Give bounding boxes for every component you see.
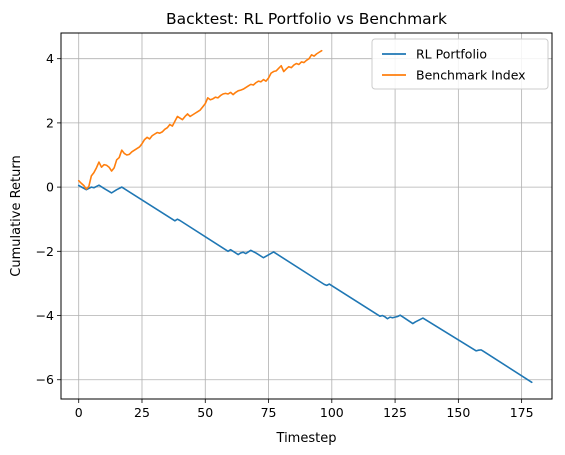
y-tick-label: 0	[46, 180, 54, 195]
y-tick-label: −6	[36, 372, 54, 387]
y-tick-label: 2	[46, 115, 54, 130]
x-tick-label: 125	[383, 405, 407, 420]
legend: RL Portfolio Benchmark Index	[371, 38, 549, 90]
x-tick-label: 175	[510, 405, 534, 420]
x-tick-label: 100	[320, 405, 344, 420]
y-tick-label: −2	[36, 244, 54, 259]
x-tick-label: 50	[197, 405, 213, 420]
plot-frame	[60, 32, 553, 400]
x-tick-label: 75	[261, 405, 277, 420]
legend-box	[371, 38, 549, 90]
x-tick-label: 25	[134, 405, 150, 420]
series-line-2	[77, 49, 323, 190]
x-tick-label: 150	[446, 405, 470, 420]
series-line-1	[77, 184, 533, 384]
y-axis-label: Cumulative Return	[9, 155, 24, 276]
legend-label-1: RL Portfolio	[416, 47, 487, 62]
series-layer	[77, 49, 533, 384]
legend-label-2: Benchmark Index	[416, 68, 526, 83]
x-tick-label: 0	[75, 405, 83, 420]
chart-title: Backtest: RL Portfolio vs Benchmark	[166, 10, 447, 28]
x-axis-label: Timestep	[276, 431, 337, 446]
y-tick-label: −4	[36, 308, 54, 323]
grid	[61, 33, 552, 399]
y-tick-label: 4	[46, 51, 54, 66]
ticks: 0 25 50 75 100 125 150 175 −6 −4 −2 0 2 4	[36, 51, 534, 420]
